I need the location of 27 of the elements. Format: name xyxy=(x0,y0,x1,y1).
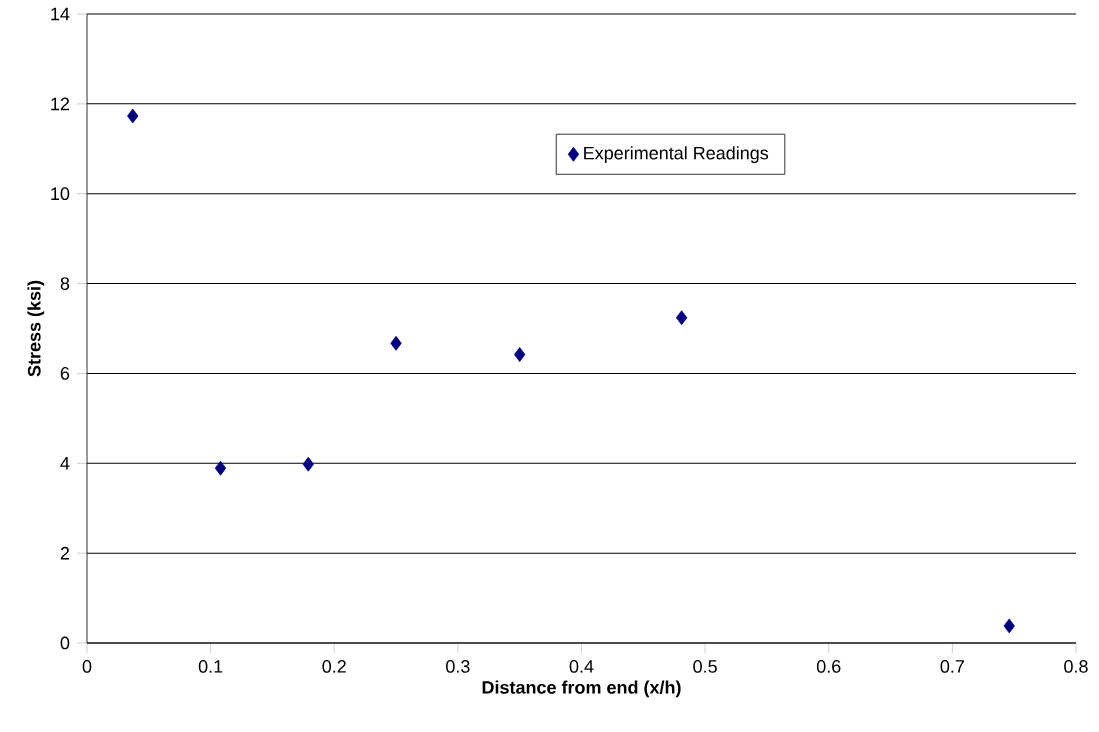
point xyxy=(514,347,526,362)
x-tick-label: 0.7 xyxy=(940,660,964,673)
x-tick-label: 0.1 xyxy=(198,660,223,673)
point xyxy=(1003,618,1015,634)
x-tick-label: 0.6 xyxy=(816,660,841,673)
y-axis-title: Stress (ksi) xyxy=(27,280,45,377)
y-tick-label: 12 xyxy=(51,97,70,111)
y-tick-label: 0 xyxy=(60,636,70,650)
y-tick-label: 6 xyxy=(60,367,70,380)
y-tick-label: 10 xyxy=(51,187,70,201)
x-tick-label: 0.5 xyxy=(693,660,717,673)
x-axis-title: Distance from end (x/h) xyxy=(482,680,681,698)
x-tick-label: 0.3 xyxy=(446,660,470,673)
x-tick-label: 0.4 xyxy=(569,660,594,673)
y-tick-label: 4 xyxy=(60,457,70,470)
point xyxy=(127,108,139,124)
point xyxy=(675,310,688,326)
x-tick-label: 0.8 xyxy=(1064,660,1088,673)
x-tick-label: 0 xyxy=(82,660,92,673)
y-tick-label: 8 xyxy=(60,277,70,290)
y-tick-label: 14 xyxy=(51,7,70,21)
point xyxy=(390,335,402,351)
point xyxy=(302,456,314,472)
y-tick-label: 2 xyxy=(60,546,70,560)
point xyxy=(214,460,227,476)
legend-label: Experimental Readings xyxy=(584,146,769,164)
x-tick-label: 0.2 xyxy=(322,660,346,673)
